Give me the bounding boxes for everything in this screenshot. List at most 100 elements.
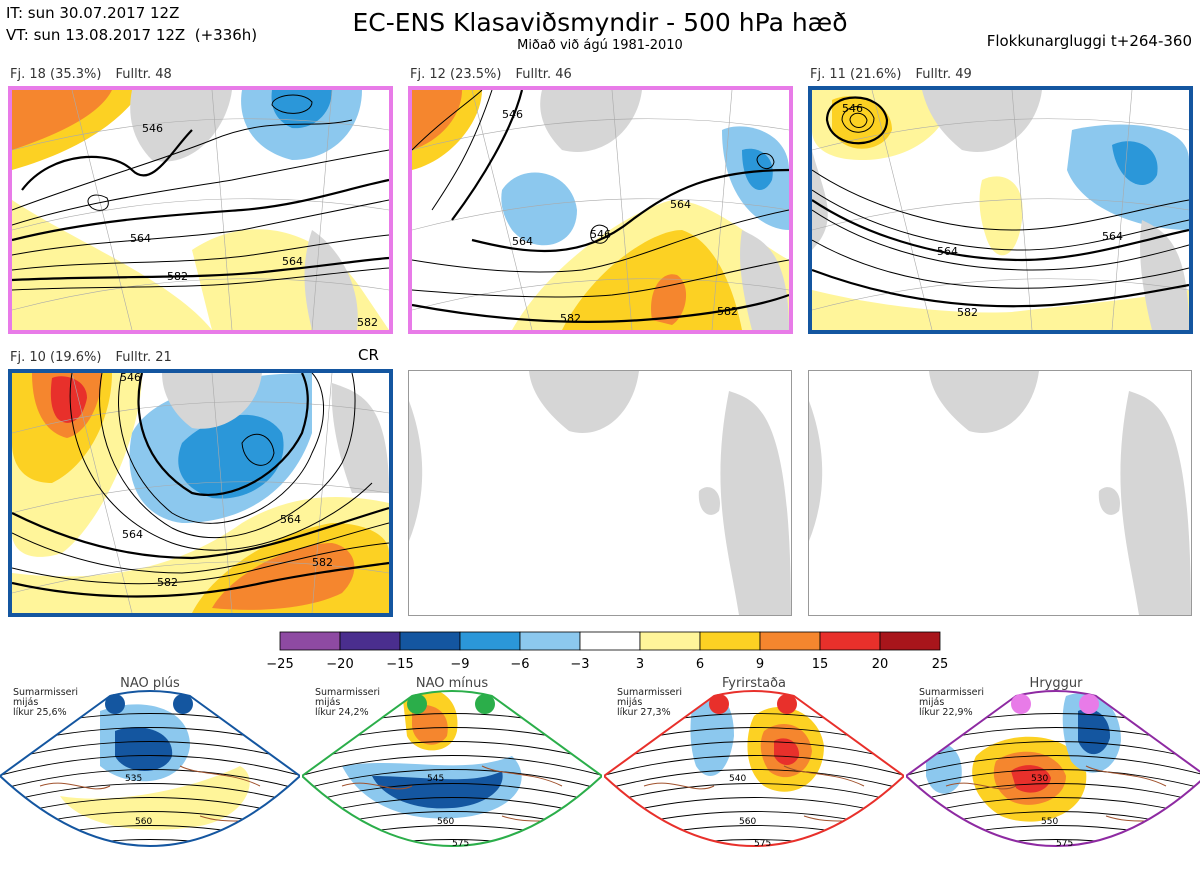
colorbar-tick: 9 [755, 657, 765, 672]
colorbar-tick: 20 [871, 657, 889, 672]
regime-legend-line: Sumarmisseri [315, 687, 381, 698]
height-contour [0, 769, 300, 793]
cluster-label-1: Fj. 18 (35.3%) Fulltr. 48 [10, 67, 172, 82]
cluster-members: Fulltr. 21 [115, 350, 172, 365]
regime-outline [906, 690, 1200, 847]
contour-label: 564 [130, 232, 151, 245]
contour-label: 582 [717, 305, 738, 318]
cluster-percent: Fj. 10 (19.6%) [10, 350, 102, 365]
cluster-map-2: 546 564 546 564 582 582 [408, 86, 793, 334]
contour-label: 564 [280, 513, 301, 526]
empty-map-5 [408, 370, 792, 616]
regime-legend-line: líkur 22,9% [919, 707, 973, 718]
colorbar-tick: −3 [570, 657, 590, 672]
colorbar-tick: 25 [931, 657, 949, 672]
regime-panel: NAO plús Sumarmisseri mijás líkur 25,6% 535 5… [0, 676, 300, 871]
page-subtitle: Miðað við ágú 1981-2010 [517, 38, 683, 53]
colorbar-swatch [879, 631, 941, 651]
height-contour [604, 769, 904, 793]
regime-contour-label: 530 [1031, 774, 1048, 784]
regime-contour-label: 545 [427, 774, 444, 784]
contour-label: 546 [502, 108, 523, 121]
colorbar-tick: −20 [326, 657, 354, 672]
regime-title: Hryggur [1029, 676, 1083, 691]
regime-dot [1079, 694, 1099, 714]
regime-dot [777, 694, 797, 714]
classification-window: Flokkunargluggi t+264-360 [986, 32, 1192, 50]
colorbar-swatch [279, 631, 341, 651]
colorbar-tick: 3 [635, 657, 645, 672]
regime-legend-line: mijás [919, 697, 945, 708]
regime-contour-label: 535 [125, 774, 142, 784]
colorbar-tick: 15 [811, 657, 829, 672]
regime-map: 535 560 [0, 690, 300, 847]
colorbar: −25 −20 −15 −9 −6 −3 3 6 9 15 20 25 [266, 631, 958, 672]
height-contour [302, 783, 602, 807]
regime-outline [0, 690, 300, 847]
colorbar-swatch [819, 631, 881, 651]
colorbar-swatch [699, 631, 761, 651]
regime-dot [709, 694, 729, 714]
regime-panel: Fyrirstaða Sumarmisseri mijás líkur 27,3% 54… [604, 676, 904, 871]
contour-label: 564 [512, 235, 533, 248]
height-contour [906, 769, 1200, 793]
regime-legend: Sumarmisseri mijás líkur 25,6% [13, 688, 78, 718]
height-contour [906, 825, 1200, 846]
contour-label: 564 [1102, 230, 1123, 243]
anomaly-area [774, 738, 800, 765]
regime-dot [173, 694, 193, 714]
colorbar-swatch [759, 631, 821, 651]
regime-contour-label: 575 [754, 839, 771, 849]
contour-label: 582 [357, 316, 378, 329]
colorbar-swatch [339, 631, 401, 651]
cluster-percent: Fj. 11 (21.6%) [810, 67, 902, 82]
height-contour [906, 713, 1200, 737]
cluster-map-1: 546 564 582 564 582 [8, 86, 393, 334]
colorbar-swatch [459, 631, 521, 651]
height-contour [0, 839, 300, 846]
cluster-map-4: 546 564 564 582 582 [8, 369, 393, 617]
cluster-members: Fulltr. 49 [915, 67, 972, 82]
regime-legend-line: líkur 25,6% [13, 707, 67, 718]
height-contour [0, 755, 300, 779]
anomaly-area [115, 727, 173, 771]
regime-contour-label: 575 [1056, 839, 1073, 849]
colorbar-tick: −15 [386, 657, 414, 672]
colorbar-swatches [279, 631, 941, 651]
contour-label: 582 [167, 270, 188, 283]
regime-outline [604, 690, 904, 847]
cluster-map-3: 546 564 564 582 [808, 86, 1193, 334]
cluster-members: Fulltr. 48 [115, 67, 172, 82]
cluster-percent: Fj. 18 (35.3%) [10, 67, 102, 82]
height-contour [302, 839, 602, 846]
contour-label: 582 [957, 306, 978, 319]
colorbar-tick: −6 [510, 657, 530, 672]
regime-legend-line: Sumarmisseri [13, 687, 79, 698]
anomaly-area [1078, 709, 1111, 755]
height-contour [604, 755, 904, 779]
regime-contour-label: 550 [1041, 817, 1058, 827]
regime-title: Fyrirstaða [721, 676, 787, 691]
contour-label: 564 [122, 528, 143, 541]
regime-legend: Sumarmisseri mijás líkur 27,3% [617, 688, 682, 718]
valid-time: VT: sun 13.08.2017 12Z (+336h) [6, 26, 258, 44]
height-contour [604, 839, 904, 846]
regime-panel: NAO mínus Sumarmisseri mijás líkur 24,2% 545… [302, 676, 602, 871]
regime-contour-label: 560 [739, 817, 756, 827]
height-contour [906, 839, 1200, 846]
contour-label: 546 [590, 228, 611, 241]
regime-contour-label: 560 [135, 817, 152, 827]
contour-label: 582 [312, 556, 333, 569]
anomaly-area [1011, 765, 1051, 793]
cluster-tag: CR [358, 346, 379, 364]
contour-label: 564 [937, 245, 958, 258]
colorbar-swatch [399, 631, 461, 651]
contour-label: 546 [842, 102, 863, 115]
colorbar-tick: −9 [450, 657, 470, 672]
regime-map: 540 560 575 [604, 690, 904, 849]
anomaly-area [1016, 848, 1051, 862]
regime-title: NAO mínus [415, 676, 489, 691]
regime-panel: Hryggur Sumarmisseri mijás líkur 22,9% 530 55… [906, 676, 1200, 871]
contour-label: 546 [120, 373, 141, 384]
height-contour [604, 783, 904, 807]
